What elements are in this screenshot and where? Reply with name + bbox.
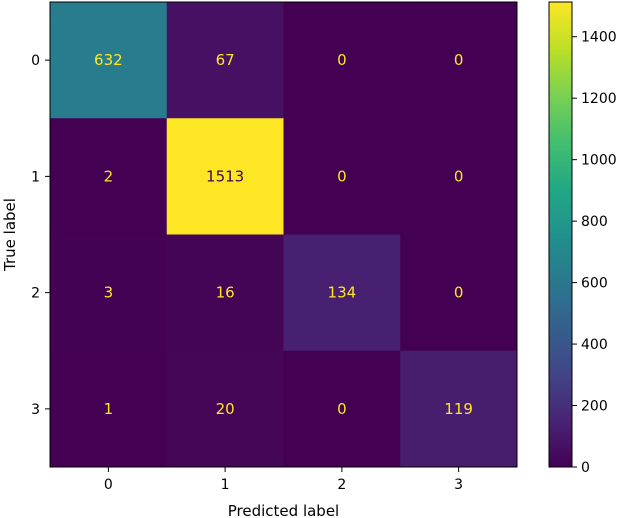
cell-value-label-0-1: 67 <box>216 51 235 69</box>
cell-value-label-2-3: 0 <box>454 284 464 302</box>
colorbar-ticks: 0 200 400 600 800 1000 1200 1400 <box>572 30 617 476</box>
cell-value-label-0-2: 0 <box>337 51 347 69</box>
x-tick-label-2: 2 <box>337 477 346 493</box>
y-tick-label-1: 1 <box>31 169 40 185</box>
colorbar-tick-label-1000: 1000 <box>581 153 617 169</box>
heatmap-cell-1-2 <box>283 118 401 235</box>
cell-value-label-1-3: 0 <box>454 167 464 185</box>
heatmap-cell-2-1 <box>166 234 284 352</box>
y-tick-label-0: 0 <box>31 53 40 69</box>
cell-value-label-2-1: 16 <box>216 284 235 302</box>
cell-value-label-3-0: 1 <box>104 400 114 418</box>
cell-value-label-2-0: 3 <box>104 284 114 302</box>
heatmap-cell-3-1 <box>166 350 284 468</box>
y-tick-label-2: 2 <box>31 286 40 302</box>
heatmap-cell-3-2 <box>283 350 401 468</box>
cell-value-label-2-2: 134 <box>328 284 357 302</box>
heatmap-cell-0-3 <box>400 2 518 119</box>
heatmap-cell-0-2 <box>283 2 401 119</box>
cell-value-label-1-0: 2 <box>104 167 114 185</box>
cell-value-label-0-0: 632 <box>94 51 123 69</box>
cell-value-label-3-1: 20 <box>216 400 235 418</box>
colorbar-tick-label-1400: 1400 <box>581 30 617 46</box>
heatmap-cell-2-3 <box>400 234 518 352</box>
plot-frame <box>49 1 518 468</box>
colorbar-tick-label-600: 600 <box>581 276 608 292</box>
x-tick-label-3: 3 <box>454 477 463 493</box>
colorbar-tick-label-0: 0 <box>581 460 590 476</box>
x-axis-label: Predicted label <box>228 502 339 518</box>
y-axis-label: True label <box>1 198 19 272</box>
heatmap-cell-2-0 <box>50 234 168 352</box>
y-axis-ticks: 0 1 2 3 <box>31 53 50 418</box>
colorbar-tick-label-800: 800 <box>581 214 608 230</box>
cell-value-label-1-1: 1513 <box>206 167 244 185</box>
cell-value-label-1-2: 0 <box>337 167 347 185</box>
x-tick-label-1: 1 <box>221 477 230 493</box>
heatmap-cells <box>50 2 518 468</box>
cell-value-label-0-3: 0 <box>454 51 464 69</box>
heatmap-cell-0-0 <box>50 2 168 119</box>
heatmap-cell-3-0 <box>50 350 168 468</box>
heatmap-cell-1-1 <box>166 118 284 235</box>
cell-value-label-3-3: 119 <box>444 400 473 418</box>
x-axis-ticks: 0 1 2 3 <box>104 467 463 493</box>
x-tick-label-0: 0 <box>104 477 113 493</box>
colorbar-tick-label-400: 400 <box>581 337 608 353</box>
heatmap-cell-0-1 <box>166 2 284 119</box>
heatmap-cell-3-3 <box>400 350 518 468</box>
heatmap-cell-2-2 <box>283 234 401 352</box>
heatmap-cell-1-3 <box>400 118 518 235</box>
y-tick-label-3: 3 <box>31 402 40 418</box>
cell-value-label-3-2: 0 <box>337 400 347 418</box>
colorbar-frame <box>548 1 573 468</box>
heatmap-cell-1-0 <box>50 118 168 235</box>
colorbar-tick-label-200: 200 <box>581 399 608 415</box>
cell-value-labels: 632 67 0 0 2 1513 0 0 3 16 134 0 1 20 0 119 <box>94 51 473 418</box>
colorbar <box>549 2 572 467</box>
colorbar-tick-label-1200: 1200 <box>581 91 617 107</box>
